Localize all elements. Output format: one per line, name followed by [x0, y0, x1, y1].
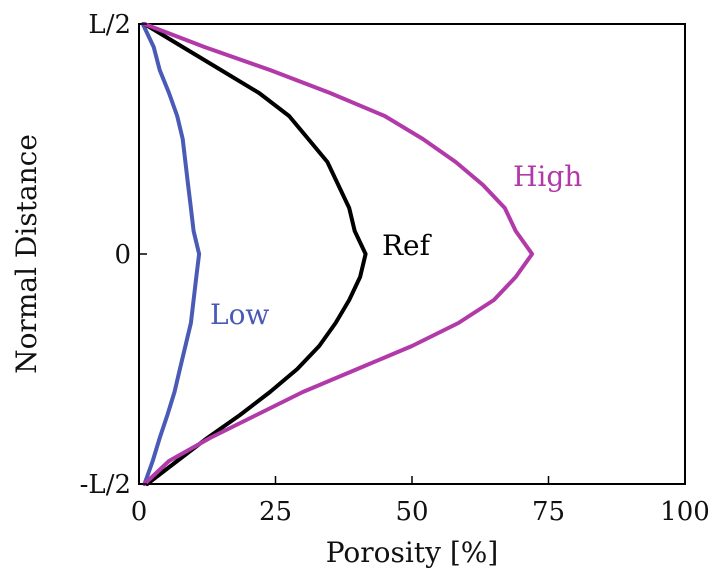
annotation-layer: High Ref Low	[210, 160, 582, 331]
y-tick-label: -L/2	[80, 470, 131, 500]
x-axis: 0 25 50 75 100	[131, 476, 710, 527]
y-axis: -L/2 0 L/2	[80, 10, 147, 500]
series-label-low: Low	[210, 298, 269, 331]
plot-area: High Ref Low	[138, 22, 686, 486]
x-tick-label: 25	[259, 497, 292, 527]
series-label-ref: Ref	[382, 229, 433, 262]
x-axis-title: Porosity [%]	[326, 536, 499, 569]
x-tick-label: 50	[395, 497, 428, 527]
series-line-high	[142, 22, 535, 486]
y-tick-label: L/2	[88, 10, 131, 40]
series-layer	[140, 22, 535, 486]
y-axis-title: Normal Distance	[10, 134, 43, 374]
series-label-high: High	[513, 160, 582, 193]
x-tick-label: 0	[131, 497, 148, 527]
y-tick-label: 0	[114, 240, 131, 270]
series-line-low	[140, 22, 202, 486]
x-tick-label: 100	[660, 497, 710, 527]
x-tick-label: 75	[532, 497, 565, 527]
series-line-ref	[142, 22, 368, 486]
